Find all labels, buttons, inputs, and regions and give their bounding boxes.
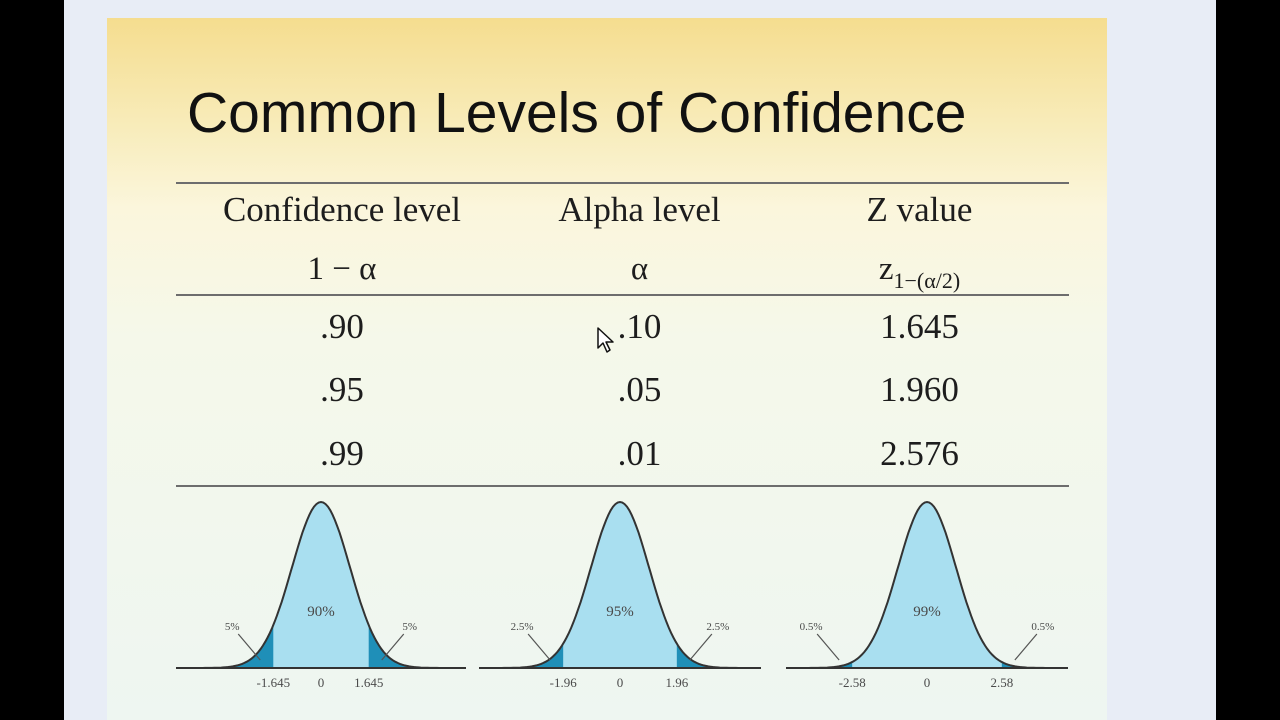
table-bottom-rule [176,485,1069,487]
table-cell-z: 1.645 [880,307,959,346]
left-tail-label: 5% [225,621,240,633]
tick-label-left: -2.58 [839,675,866,690]
left-tail-area [480,643,564,668]
tick-label-center: 0 [924,675,931,690]
tick-label-right: 1.645 [354,675,383,690]
right-tail-pointer [1014,633,1038,661]
table-cell-confidence: .95 [320,370,364,409]
header-confidence-level: Confidence level [222,190,462,229]
normal-curve-90: 90% 5% 5% -1.645 0 1.645 [176,500,466,690]
symbol-z: z1−(α/2) [797,251,1042,294]
center-percent-label: 90% [307,604,335,620]
normal-curves-figure: 90% 5% 5% -1.645 0 1.645 95% 2.5% 2.5% -… [176,500,1068,690]
table-cell-confidence: .90 [320,307,364,346]
header-alpha-level: Alpha level [558,190,721,229]
normal-curve-95: 95% 2.5% 2.5% -1.96 0 1.96 [479,500,761,690]
table-cell-z: 2.576 [880,434,959,473]
table-top-rule [176,182,1069,184]
right-tail-pointer [689,633,713,661]
tick-label-left: -1.645 [256,675,290,690]
curve-body [181,502,461,668]
header-z-value: Z value [866,190,973,229]
right-tail-label: 2.5% [706,621,729,633]
center-percent-label: 99% [913,604,941,620]
table-cell-confidence: .99 [320,434,364,473]
table-cell-alpha: .01 [617,434,662,473]
symbol-z-subscript: 1−(α/2) [893,268,961,293]
right-tail-area [676,643,760,668]
right-tail-label: 0.5% [1031,621,1054,633]
table-cell-alpha: .10 [617,307,662,346]
curve-body [480,502,760,668]
tick-label-left: -1.96 [550,675,578,690]
mouse-cursor-icon [597,327,614,353]
table-cell-z: 1.960 [880,370,959,409]
left-tail-label: 2.5% [511,621,534,633]
symbol-confidence: 1 − α [307,251,377,287]
curve-body [787,502,1067,668]
symbol-alpha: α [630,251,649,287]
right-tail-label: 5% [402,621,417,633]
right-tail-pointer [381,633,405,661]
normal-curve-99: 99% 0.5% 0.5% -2.58 0 2.58 [786,500,1068,690]
left-tail-pointer [816,633,840,661]
tick-label-right: 2.58 [990,675,1013,690]
table-cell-alpha: .05 [617,370,662,409]
slide-title: Common Levels of Confidence [187,81,967,145]
tick-label-right: 1.96 [665,675,688,690]
right-tail-area [368,625,461,668]
slide: Common Levels of Confidence Confidence l… [107,18,1107,720]
left-tail-pointer [527,633,551,661]
table-header-rule [176,294,1069,296]
symbol-z-main: z [878,251,894,287]
left-tail-area [181,625,274,668]
center-percent-label: 95% [606,604,634,620]
tick-label-center: 0 [318,675,325,690]
tick-label-center: 0 [617,675,624,690]
left-tail-pointer [237,633,261,661]
left-tail-label: 0.5% [800,621,823,633]
